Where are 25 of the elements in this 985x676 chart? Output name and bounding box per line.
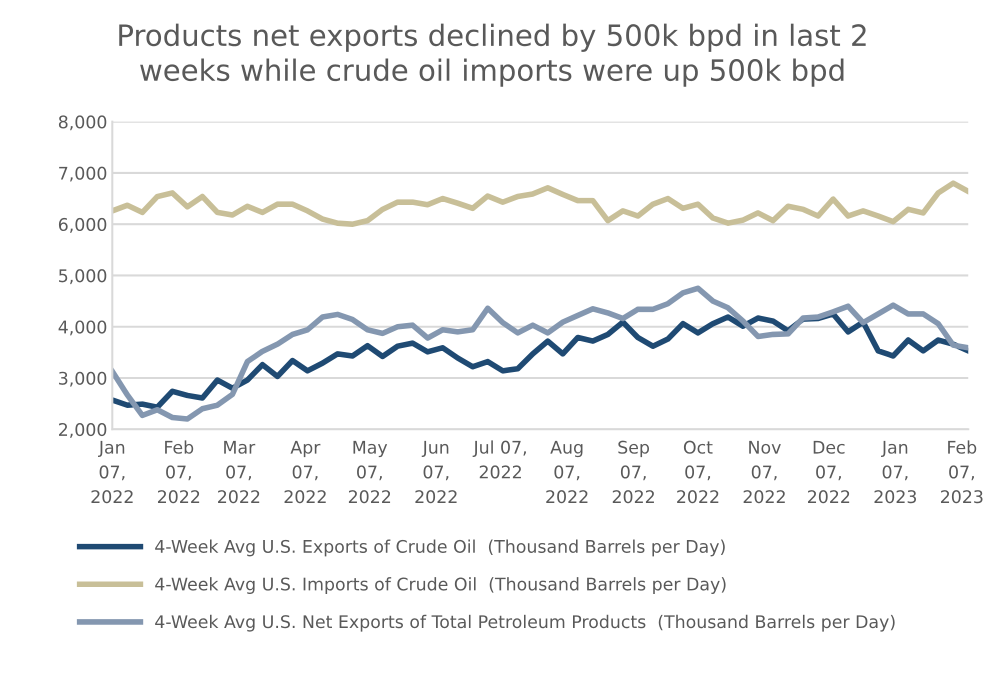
- x-tick-label: Jan 07, 2023: [874, 440, 916, 504]
- y-tick-label: 4,000: [58, 320, 106, 336]
- y-tick-label: 5,000: [59, 269, 106, 284]
- x-tick-label: Feb 07, 2023: [941, 440, 983, 504]
- x-tick-label: Apr 07, 2022: [284, 440, 326, 504]
- x-tick-label: Dec 07, 2022: [808, 440, 850, 504]
- x-tick-label: Oct 07, 2022: [677, 440, 718, 504]
- x-tick-label: Mar 07, 2022: [218, 440, 260, 504]
- y-tick-label: 7,000: [59, 166, 106, 182]
- y-tick-label: 2,000: [59, 422, 106, 438]
- x-tick-label: Feb 07, 2022: [158, 440, 200, 504]
- x-tick-label: Jul 07, 2022: [472, 440, 526, 479]
- legend-label: 4-Week Avg U.S. Net Exports of Total Petroleum Products (Thousand Barrels per Day): [155, 614, 895, 632]
- legend-label: 4-Week Avg U.S. Exports of Crude Oil (Thousand Barrels per Day): [155, 540, 725, 556]
- y-tick-label: 6,000: [58, 218, 106, 233]
- y-tick-label: 3,000: [59, 372, 106, 387]
- x-tick-label: Nov 07, 2022: [744, 440, 785, 504]
- x-tick-label: Jun 07, 2022: [415, 440, 457, 504]
- x-tick-label: Sep 07, 2022: [612, 440, 654, 504]
- x-tick-label: Jan 07, 2022: [91, 440, 133, 504]
- legend-label: 4-Week Avg U.S. Imports of Crude Oil (Thousand Barrels per Day): [155, 577, 726, 594]
- x-tick-label: May 07, 2022: [348, 440, 390, 504]
- x-tick-label: Aug 07, 2022: [546, 440, 588, 504]
- y-tick-label: 8,000: [58, 115, 106, 130]
- chart-title: Products net exports declined by 500k bpd in last 2 weeks while crude oil imports were up 500k bpd: [119, 24, 866, 87]
